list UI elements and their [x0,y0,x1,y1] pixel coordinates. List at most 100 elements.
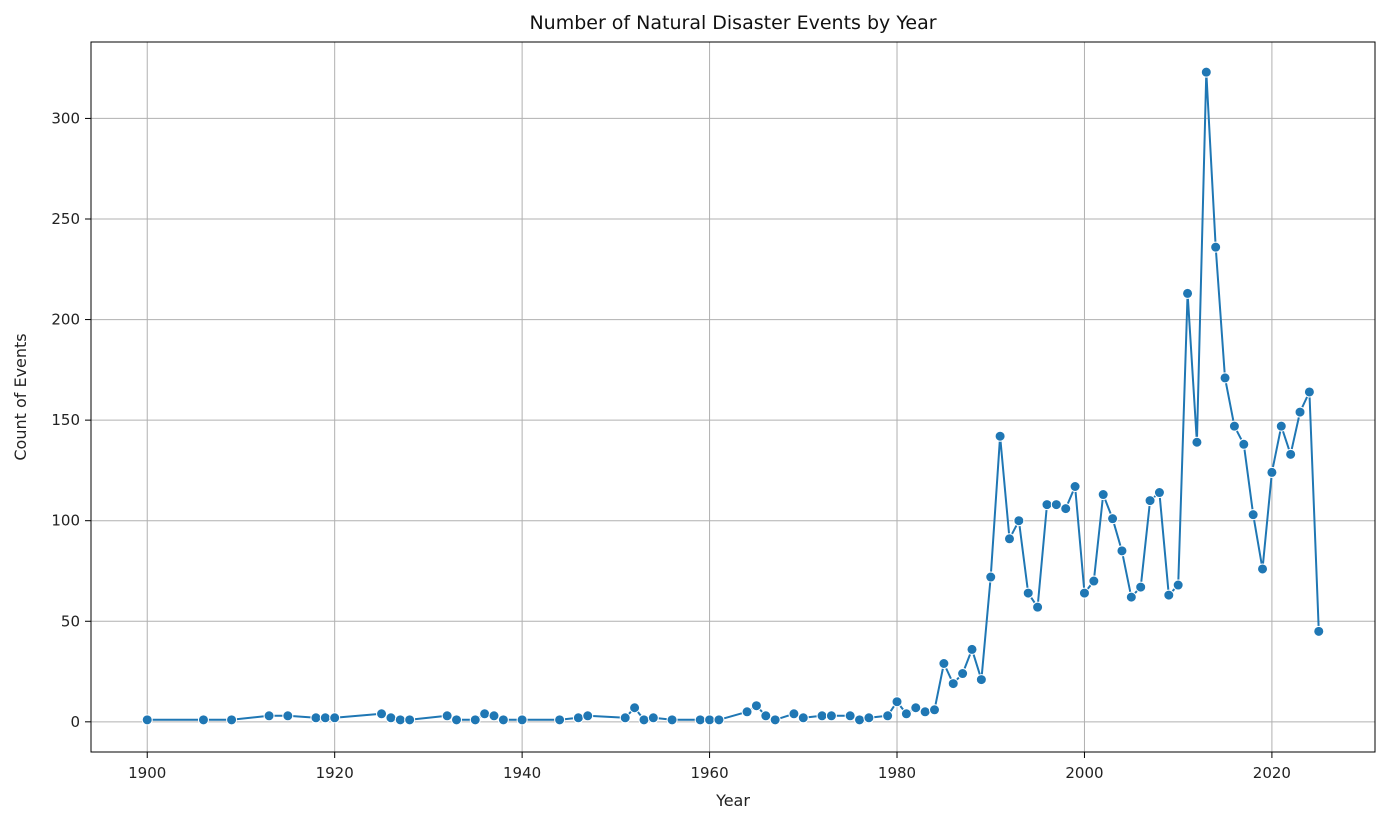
data-point [1275,420,1287,432]
data-point [479,708,491,720]
data-point [441,710,453,722]
data-point [1247,509,1259,521]
y-tick-label: 200 [51,311,80,329]
data-point [929,704,941,716]
data-point [694,714,706,726]
data-point [469,714,481,726]
data-point [1257,563,1269,575]
x-axis-ticks: 1900 1920 1940 1960 1980 2000 2020 [128,752,1291,782]
data-point [1078,587,1090,599]
data-point [891,696,903,708]
data-point [263,710,275,722]
data-point [582,710,594,722]
grid-lines [91,42,1375,752]
data-point [310,712,322,724]
x-tick-label: 1960 [690,764,728,782]
data-point [741,706,753,718]
data-point [900,708,912,720]
data-point [638,714,650,726]
data-point [975,674,987,686]
data-point [863,712,875,724]
y-tick-label: 100 [51,512,80,530]
data-point [825,710,837,722]
data-point [497,714,509,726]
data-point [647,712,659,724]
data-point [788,708,800,720]
data-point [329,712,341,724]
data-point [1182,287,1194,299]
data-point [629,702,641,714]
data-point [1088,575,1100,587]
x-tick-label: 2000 [1065,764,1103,782]
data-point [1116,545,1128,557]
data-point [1228,420,1240,432]
data-point [1060,503,1072,515]
data-point [141,714,153,726]
data-point [1153,487,1165,499]
data-point [1294,406,1306,418]
data-point [1107,513,1119,525]
data-point [1303,386,1315,398]
data-point [554,714,566,726]
data-point [376,708,388,720]
data-point [713,714,725,726]
data-point [1266,466,1278,478]
data-point [769,714,781,726]
data-point [1003,533,1015,545]
data-point [1238,438,1250,450]
series-line-layer [147,71,1320,721]
data-point [947,678,959,690]
data-point [882,710,894,722]
data-point [1219,372,1231,384]
chart-title: Number of Natural Disaster Events by Yea… [529,12,936,34]
data-point [797,712,809,724]
y-tick-label: 150 [51,411,80,429]
data-point [1013,515,1025,527]
data-point [319,712,331,724]
data-point [451,714,463,726]
x-tick-label: 1940 [503,764,541,782]
data-point [197,714,209,726]
series-line [147,71,1320,721]
data-point [404,714,416,726]
data-point [385,712,397,724]
data-point [1285,448,1297,460]
data-point [1041,499,1053,511]
data-point [1022,587,1034,599]
data-point [1144,495,1156,507]
data-point [226,714,238,726]
data-point [1097,489,1109,501]
data-point [1135,581,1147,593]
data-point [1163,589,1175,601]
data-point [957,668,969,680]
data-point [919,706,931,718]
data-point [394,714,406,726]
y-tick-label: 0 [70,713,80,731]
data-point [1050,499,1062,511]
data-point [1210,241,1222,253]
data-point [704,714,716,726]
data-point [854,714,866,726]
y-tick-label: 250 [51,210,80,228]
y-axis-ticks: 0 50 100 150 200 250 300 [51,109,91,731]
data-point [516,714,528,726]
data-points-layer [141,66,1325,726]
data-point [666,714,678,726]
x-tick-label: 2020 [1253,764,1291,782]
data-point [938,658,950,670]
data-point [619,712,631,724]
x-axis-label: Year [715,791,750,810]
plot-area-frame [90,41,1376,753]
data-point [282,710,294,722]
data-point [1069,481,1081,493]
data-point [994,430,1006,442]
data-point [750,700,762,712]
data-point [966,643,978,655]
x-tick-label: 1920 [316,764,354,782]
data-point [910,702,922,714]
data-point [1191,436,1203,448]
data-point [1032,601,1044,613]
data-point [985,571,997,583]
data-point [1125,591,1137,603]
